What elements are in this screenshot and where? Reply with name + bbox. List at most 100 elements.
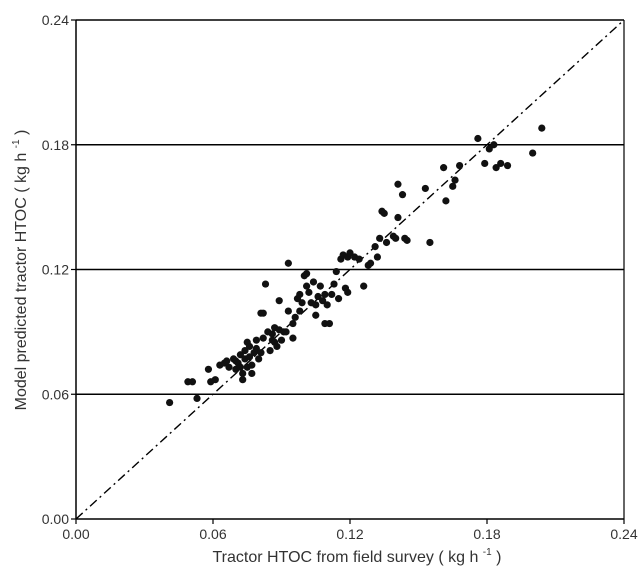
x-axis-label-text: Tractor HTOC from field survey (213, 549, 434, 566)
data-point-47 (282, 328, 290, 336)
data-point-65 (314, 292, 322, 301)
data-point-81 (346, 249, 354, 257)
x-tick-labels: 0.00 0.06 0.12 0.18 0.24 (62, 526, 637, 542)
data-point-30 (255, 355, 263, 363)
data-point-97 (398, 191, 407, 199)
data-point-0 (166, 398, 174, 407)
data-point-110 (490, 141, 498, 149)
data-point-28 (252, 336, 260, 344)
data-point-4 (204, 365, 213, 373)
data-point-60 (305, 288, 313, 296)
y-axis-unit-sup: -1 (11, 139, 22, 148)
data-point-111 (492, 164, 500, 172)
y-tick-label-0: 0.00 (42, 511, 69, 527)
data-point-6 (211, 376, 219, 384)
data-point-24 (245, 353, 254, 361)
data-points (166, 124, 546, 407)
y-axis-label: Model predicted tractor HTOC ( kg h -1 ) (6, 130, 30, 411)
data-point-94 (392, 234, 400, 242)
data-point-16 (236, 363, 244, 371)
data-point-23 (245, 342, 254, 351)
data-point-34 (259, 309, 267, 317)
y-tick-label-4: 0.24 (42, 12, 69, 28)
data-point-18 (239, 376, 247, 384)
data-point-96 (394, 213, 402, 222)
data-point-79 (344, 288, 352, 296)
data-point-3 (193, 394, 201, 403)
data-point-44 (275, 297, 283, 305)
data-point-17 (239, 369, 247, 378)
data-point-67 (319, 297, 327, 305)
data-point-52 (291, 313, 299, 321)
y-axis-unit-close: ) (13, 130, 30, 135)
data-point-19 (241, 346, 249, 355)
data-point-37 (266, 346, 274, 355)
data-point-84 (360, 282, 368, 290)
data-point-95 (394, 180, 402, 188)
y-axis-label-text: Model predicted tractor HTOC (13, 197, 30, 410)
data-point-29 (252, 344, 260, 353)
y-axis-unit-open: ( kg h (13, 153, 30, 193)
y-tick-label-2: 0.12 (42, 262, 69, 278)
data-point-112 (497, 159, 505, 168)
data-point-31 (257, 349, 265, 357)
x-axis-unit-sup: -1 (483, 547, 492, 558)
data-point-42 (273, 342, 281, 351)
data-point-73 (330, 280, 338, 288)
data-point-63 (312, 301, 320, 309)
gridlines (76, 19, 624, 395)
data-point-102 (440, 164, 448, 172)
x-axis-label: Tractor HTOC from field survey ( kg h -1… (213, 542, 502, 566)
data-point-91 (380, 209, 388, 217)
data-point-72 (328, 290, 336, 299)
data-point-62 (309, 278, 318, 286)
x-tick-label-2: 0.12 (336, 526, 363, 542)
data-point-66 (316, 282, 324, 290)
data-point-86 (366, 259, 375, 267)
data-point-88 (373, 253, 381, 261)
data-point-114 (529, 149, 537, 157)
data-point-33 (259, 334, 267, 342)
data-point-100 (421, 184, 429, 193)
data-point-113 (503, 161, 512, 170)
data-point-103 (442, 197, 450, 205)
y-tick-label-1: 0.06 (42, 386, 69, 402)
data-point-9 (223, 357, 231, 365)
data-point-25 (248, 369, 256, 378)
data-point-109 (485, 145, 493, 153)
x-axis-unit-open: ( kg h (438, 549, 478, 566)
data-point-99 (403, 236, 411, 244)
x-tick-label-4: 0.24 (610, 526, 637, 542)
x-tick-label-3: 0.18 (473, 526, 500, 542)
data-point-56 (298, 299, 306, 307)
data-point-10 (225, 363, 233, 371)
data-point-115 (538, 124, 546, 132)
data-point-54 (296, 290, 304, 299)
x-tick-label-0: 0.00 (62, 526, 89, 542)
x-axis-unit-close: ) (496, 549, 501, 566)
data-point-108 (481, 159, 489, 168)
y-tick-label-3: 0.18 (42, 137, 69, 153)
data-point-15 (236, 351, 244, 359)
data-point-92 (382, 238, 391, 247)
data-point-104 (449, 182, 457, 190)
data-point-2 (188, 378, 197, 386)
data-point-105 (451, 176, 459, 184)
data-point-87 (371, 243, 379, 251)
data-point-45 (277, 336, 286, 344)
data-point-83 (355, 255, 363, 263)
data-point-64 (312, 311, 320, 319)
data-point-68 (321, 290, 329, 299)
data-point-39 (268, 330, 276, 338)
data-point-26 (248, 361, 256, 369)
data-point-58 (303, 282, 311, 290)
data-point-75 (334, 295, 343, 303)
data-point-107 (474, 134, 482, 143)
y-tick-labels: 0.00 0.06 0.12 0.18 0.24 (42, 12, 69, 527)
data-point-49 (284, 259, 292, 267)
data-point-51 (289, 319, 297, 328)
data-point-48 (284, 307, 292, 315)
data-point-74 (332, 267, 340, 276)
data-point-50 (289, 334, 297, 342)
